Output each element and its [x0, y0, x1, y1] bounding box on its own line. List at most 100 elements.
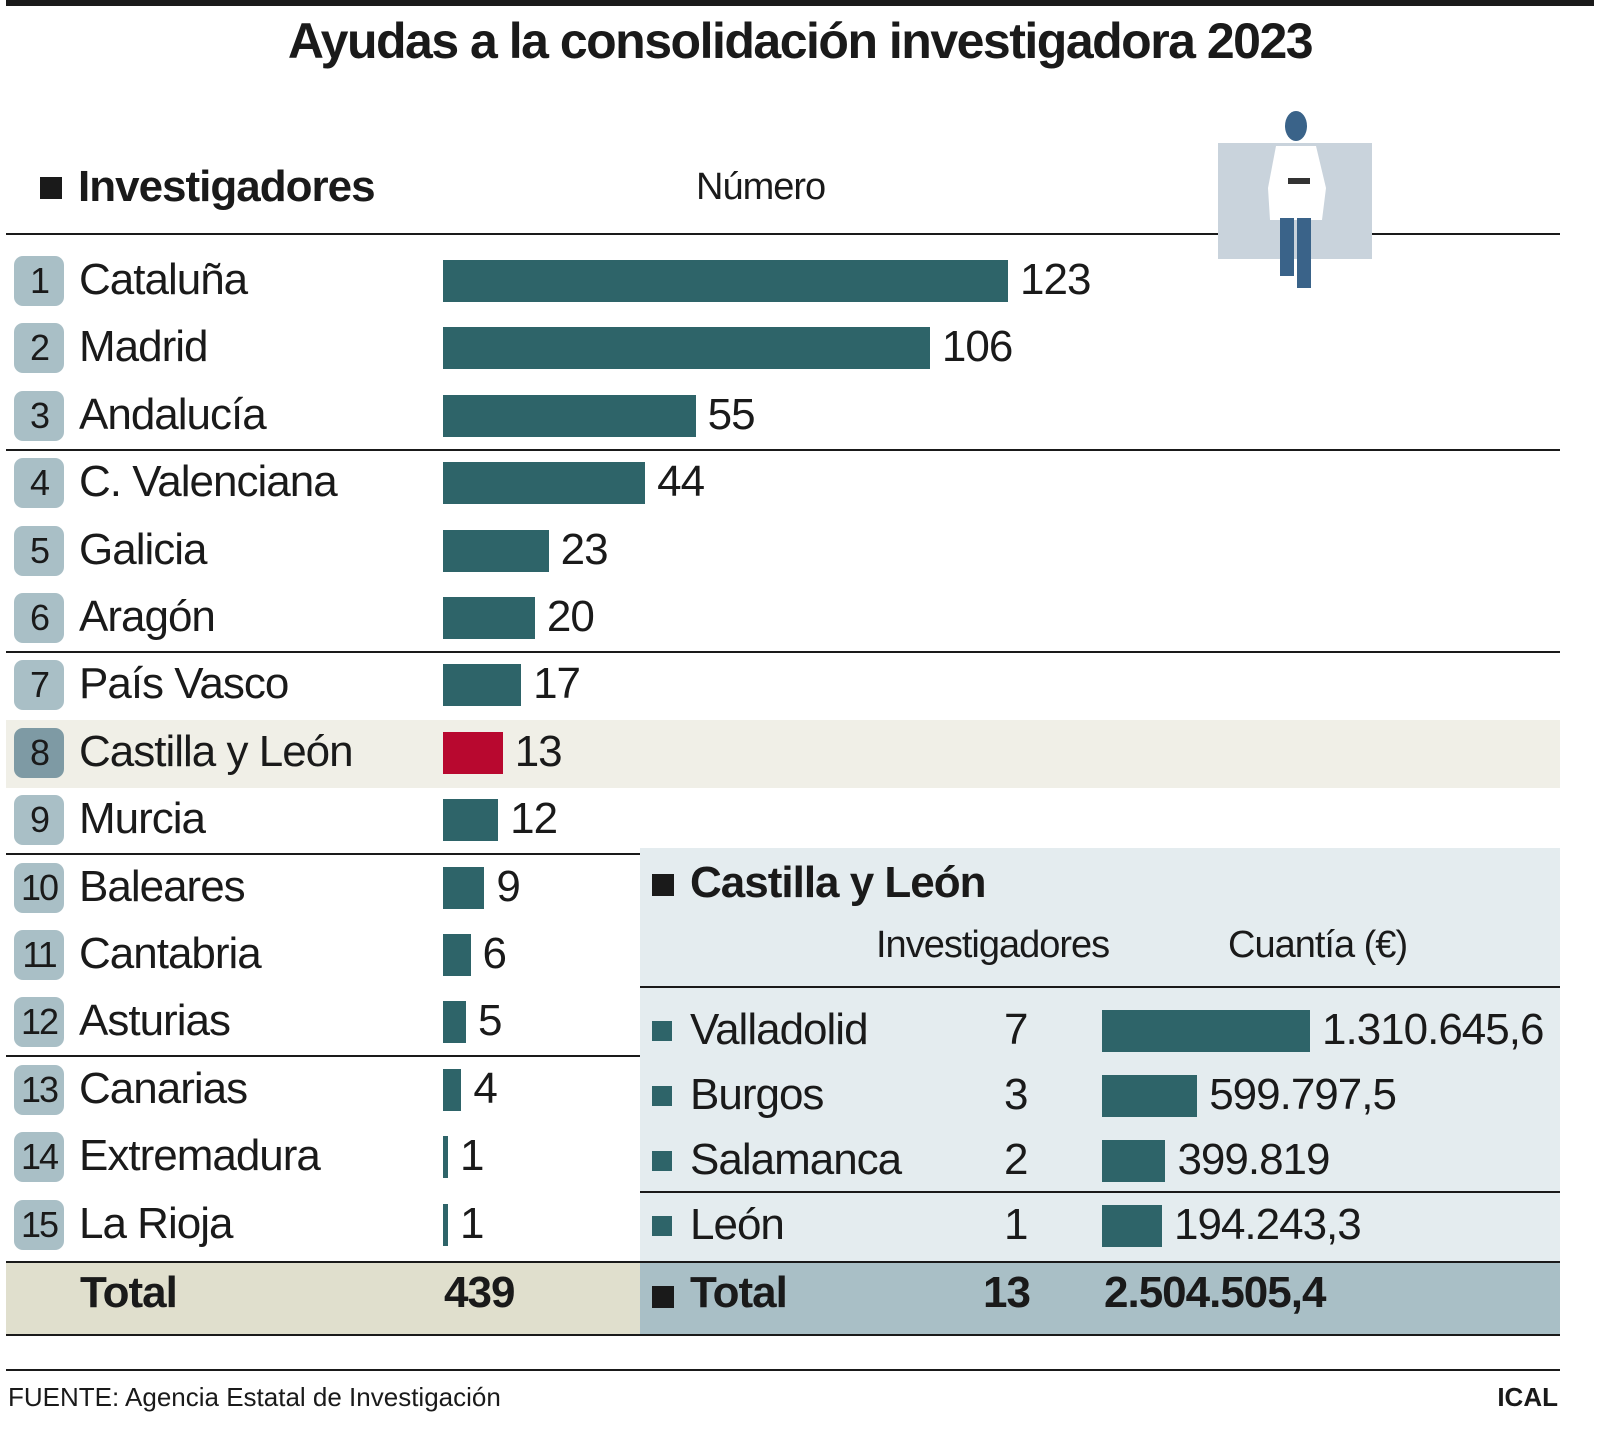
- bar: [443, 327, 930, 370]
- square-bullet-icon: [652, 874, 674, 896]
- right-total-row: Total 13 2.504.505,4: [640, 1262, 1560, 1334]
- region-label: Andalucía: [79, 389, 267, 439]
- rank-badge: 10: [14, 862, 64, 913]
- bar-value-label: 4: [473, 1063, 498, 1113]
- bar-value-label: 20: [546, 592, 595, 641]
- top-rule: [6, 0, 1594, 6]
- source-text: FUENTE: Agencia Estatal de Investigación: [8, 1382, 501, 1412]
- bar: [443, 1203, 448, 1246]
- cyl-total-label: Total: [690, 1268, 788, 1317]
- bar: [443, 529, 549, 572]
- region-label: Galicia: [79, 524, 207, 574]
- bar-value-label: 23: [560, 524, 609, 574]
- highlight-row-bg: [6, 719, 1560, 788]
- investigadores-value: 7: [1004, 1005, 1029, 1054]
- header-rule: [6, 233, 1218, 235]
- cuantia-bar: [1102, 1075, 1198, 1117]
- rank-badge: 8: [14, 727, 64, 778]
- bar: [443, 866, 485, 909]
- square-bullet-icon: [652, 1151, 672, 1171]
- cuantia-bar: [1102, 1140, 1166, 1182]
- bar: [443, 731, 503, 774]
- footer-rule: [6, 1369, 1560, 1371]
- investigadores-value: 2: [1004, 1135, 1029, 1184]
- region-label: La Rioja: [79, 1198, 233, 1248]
- bar: [443, 1001, 466, 1044]
- bar-value-label: 123: [1020, 255, 1091, 304]
- column-header-investigadores: Investigadores: [876, 924, 1110, 966]
- cyl-total-cuantia: 2.504.505,4: [1104, 1268, 1326, 1317]
- rank-badge: 1: [14, 256, 64, 306]
- province-label: Salamanca: [690, 1135, 902, 1184]
- left-total-row: Total 439: [6, 1262, 640, 1334]
- bar-value-label: 106: [941, 322, 1013, 372]
- rank-badge: 13: [14, 1064, 64, 1115]
- province-label: León: [690, 1200, 785, 1249]
- cuantia-bar: [1102, 1205, 1162, 1247]
- bar-value-label: 12: [510, 794, 558, 844]
- bar: [443, 260, 1008, 302]
- region-label: Murcia: [79, 794, 206, 844]
- bar-value-label: 17: [533, 659, 581, 709]
- rank-badge: 2: [14, 323, 64, 374]
- region-label: País Vasco: [79, 659, 289, 709]
- total-rule: [6, 1261, 1560, 1263]
- cyl-total-investigadores: 13: [983, 1268, 1031, 1317]
- region-label: Cantabria: [79, 929, 262, 978]
- bar-value-label: 6: [482, 929, 508, 978]
- bar-value-label: 55: [707, 389, 756, 439]
- rank-badge: 14: [14, 1132, 64, 1183]
- rank-badge: 5: [14, 525, 64, 576]
- group-separator: [6, 448, 1560, 451]
- rank-badge: 7: [14, 660, 64, 711]
- region-label: Canarias: [79, 1063, 248, 1113]
- square-bullet-icon: [652, 1216, 672, 1236]
- bar: [443, 934, 471, 976]
- square-bullet-icon: [652, 1021, 672, 1041]
- panel-rule: [640, 1191, 1560, 1193]
- cuantia-value: 1.310.645,6: [1322, 1005, 1544, 1054]
- region-label: Castilla y León: [79, 726, 354, 776]
- rank-badge: 4: [14, 458, 64, 509]
- column-header-numero: Número: [696, 166, 826, 208]
- chart-title: Ayudas a la consolidación investigadora …: [287, 13, 1314, 69]
- province-label: Valladolid: [690, 1005, 869, 1054]
- bar-value-label: 13: [514, 726, 563, 776]
- bar-value-label: 44: [657, 457, 705, 507]
- rank-badge: 6: [14, 593, 64, 643]
- bar-value-label: 1: [460, 1131, 485, 1181]
- bar: [443, 394, 696, 437]
- cuantia-value: 194.243,3: [1174, 1200, 1362, 1249]
- panel-rule: [640, 986, 1560, 988]
- researcher-icon: [1218, 111, 1372, 288]
- cuantia-bar: [1102, 1010, 1310, 1052]
- bar-value-label: 1: [460, 1198, 485, 1248]
- rank-badge: 11: [14, 930, 64, 980]
- bar: [443, 799, 499, 842]
- credit-text: ICAL: [1497, 1382, 1558, 1412]
- region-label: C. Valenciana: [79, 457, 338, 507]
- bar: [443, 1068, 462, 1111]
- group-separator: [6, 650, 1560, 653]
- square-bullet-icon: [40, 177, 62, 199]
- region-label: Madrid: [79, 322, 208, 372]
- region-label: Aragón: [79, 592, 216, 641]
- square-bullet-icon: [652, 1086, 672, 1106]
- bar-value-label: 5: [477, 996, 503, 1046]
- rank-badge: 15: [14, 1199, 64, 1250]
- total-label: Total: [80, 1268, 178, 1317]
- region-label: Baleares: [79, 861, 246, 911]
- bar: [443, 664, 522, 707]
- panel-title: Castilla y León: [690, 858, 987, 907]
- cuantia-value: 599.797,5: [1209, 1070, 1397, 1119]
- header-rule-right: [1372, 233, 1560, 235]
- region-label: Extremadura: [79, 1131, 321, 1181]
- column-header-cuantia: Cuantía (€): [1228, 924, 1408, 966]
- region-label: Cataluña: [79, 255, 248, 304]
- rank-badge: 9: [14, 795, 64, 846]
- province-label: Burgos: [690, 1070, 824, 1119]
- bar: [443, 462, 646, 505]
- rank-badge: 3: [14, 390, 64, 441]
- bar-value-label: 9: [496, 861, 521, 911]
